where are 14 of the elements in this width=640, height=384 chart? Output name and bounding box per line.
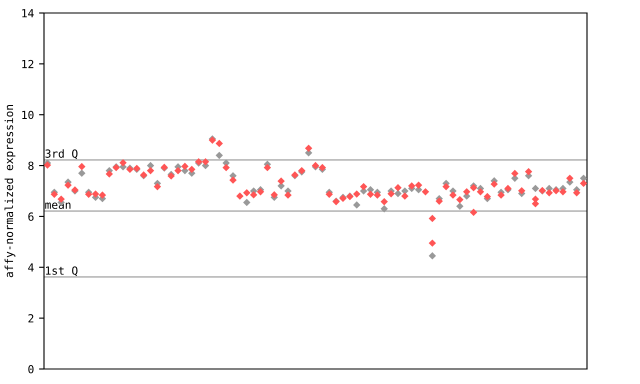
y-tick-label: 6 [28,212,34,221]
y-tick-label: 8 [28,162,34,170]
point [470,208,478,216]
y-tick-label: 0 [28,365,34,374]
y-tick-label: 4 [28,263,34,272]
y-tick-label: 2 [28,314,34,322]
y-tick-label: 14 [22,9,34,18]
y-tick-label: 12 [22,60,34,68]
y-tick-label: 10 [22,110,34,120]
ref-line-label: 1st Q [46,266,78,276]
ref-line-label: 3rd Q [45,149,78,160]
y-axis-title: affy-normalized expression [4,105,16,278]
point [428,214,436,222]
point [532,200,540,208]
